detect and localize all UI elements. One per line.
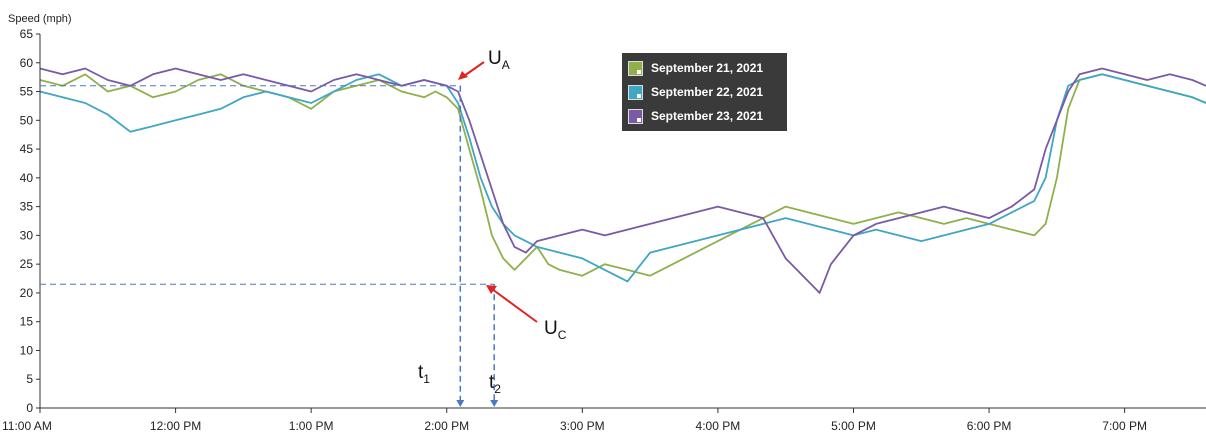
x-tick-label: 3:00 PM: [560, 419, 605, 433]
y-tick-label: 25: [20, 257, 34, 271]
legend-label-sep21: September 21, 2021: [651, 61, 764, 75]
y-tick-label: 5: [26, 372, 33, 386]
legend-label-sep23: September 23, 2021: [651, 109, 764, 123]
x-tick-label: 1:00 PM: [289, 419, 334, 433]
x-tick-label: 11:00 AM: [2, 419, 52, 433]
x-tick-label: 12:00 PM: [150, 419, 201, 433]
series-line-1: [39, 73, 1206, 283]
guide-lines: [40, 85, 499, 407]
red-arrows: [458, 61, 538, 323]
x-tick-label: 7:00 PM: [1102, 419, 1147, 433]
t2-label: t2: [489, 372, 501, 396]
t1-label: t1: [418, 362, 430, 386]
series-layer: [39, 67, 1206, 294]
ua-label: UA: [488, 48, 510, 72]
uc-arrow-shaft: [491, 288, 538, 323]
ua-arrow-shaft: [463, 61, 485, 77]
x-tick-label: 6:00 PM: [967, 419, 1012, 433]
legend-swatch-sep21: [628, 60, 643, 76]
y-tick-label: 60: [20, 56, 34, 70]
x-tick-label: 5:00 PM: [831, 419, 876, 433]
legend-label-sep22: September 22, 2021: [651, 85, 764, 99]
ua-arrowhead: [458, 71, 468, 80]
y-tick-label: 30: [20, 228, 34, 242]
legend-item-sep21[interactable]: September 21, 2021: [628, 58, 763, 78]
legend-swatch-sep23: [628, 108, 643, 124]
y-tick-label: 10: [20, 343, 34, 357]
t1-arrowhead: [456, 400, 465, 407]
x-ticks: 11:00 AM 12:00 PM 1:00 PM 2:00 PM 3:00 PM 4:0…: [2, 408, 1147, 433]
y-tick-label: 50: [20, 113, 34, 127]
y-tick-label: 20: [20, 286, 34, 300]
y-tick-label: 55: [20, 85, 34, 99]
uc-label: UC: [544, 318, 567, 342]
y-tick-label: 40: [20, 171, 34, 185]
legend-swatch-sep22: [628, 84, 643, 100]
legend-item-sep22[interactable]: September 22, 2021: [628, 82, 763, 102]
series-line-2: [39, 67, 1206, 294]
y-tick-label: 0: [26, 401, 33, 415]
uc-arrowhead: [486, 285, 497, 294]
y-tick-label: 35: [20, 200, 34, 214]
legend: September 21, 2021 September 22, 2021 Se…: [622, 53, 787, 131]
legend-item-sep23[interactable]: September 23, 2021: [628, 106, 763, 126]
y-axis-title: Speed (mph): [8, 13, 72, 25]
y-tick-label: 15: [20, 315, 34, 329]
x-tick-label: 2:00 PM: [424, 419, 469, 433]
t2-arrowhead: [490, 400, 499, 407]
x-tick-label: 4:00 PM: [696, 419, 741, 433]
y-ticks: 0 5 10 15 20 25 30 35 40 45 50 55 60 65: [20, 27, 40, 415]
y-tick-label: 45: [20, 142, 34, 156]
y-tick-label: 65: [20, 27, 34, 41]
